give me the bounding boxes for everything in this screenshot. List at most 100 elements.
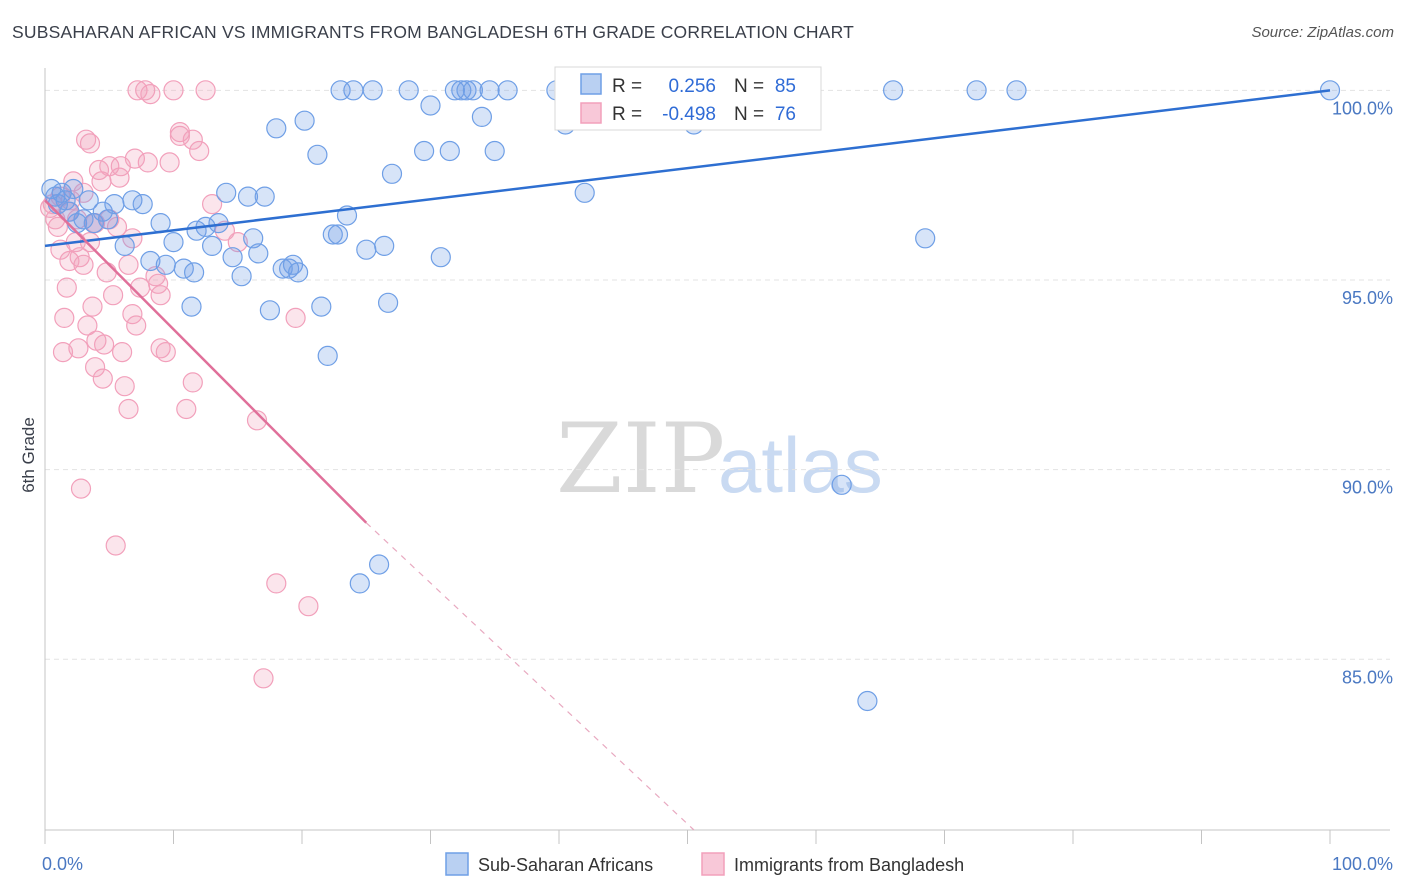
bangladesh-point-63 <box>52 342 74 363</box>
legend-swatch-subsaharan <box>445 852 469 876</box>
x-tick-labels: 0.0% 100.0% <box>42 854 1393 874</box>
subsaharan-point-62 <box>444 80 465 101</box>
stats-legend: R = 0.256 N = 85 R = -0.498 N = 76 <box>554 66 822 131</box>
series-subsaharan-points <box>41 80 1341 712</box>
subsaharan-point-67 <box>479 80 500 101</box>
subsaharan-point-40 <box>288 262 309 283</box>
subsaharan-point-22 <box>181 296 202 317</box>
subsaharan-point-6 <box>63 178 84 200</box>
subsaharan-point-9 <box>78 190 99 211</box>
bangladesh-point-43 <box>253 668 274 689</box>
bangladesh-point-39 <box>202 194 223 215</box>
subsaharan-point-65 <box>462 80 483 101</box>
subsaharan-point-68 <box>484 140 505 162</box>
bangladesh-point-42 <box>246 410 268 431</box>
subsaharan-point-30 <box>231 266 252 287</box>
source-credit: Source: ZipAtlas.com <box>1251 24 1394 41</box>
bangladesh-point-55 <box>91 171 112 192</box>
subsaharan-point-50 <box>349 573 370 594</box>
trend-line-subsaharan <box>44 89 1331 248</box>
y-tick-label-2: 90.0% <box>1342 478 1393 498</box>
bangladesh-point-51 <box>124 148 145 169</box>
watermark-atlas: atlas <box>718 421 883 509</box>
bangladesh-point-31 <box>145 266 166 287</box>
subsaharan-point-56 <box>381 163 403 184</box>
subsaharan-point-17 <box>140 250 161 272</box>
stats-n-label-pink: N = <box>734 104 764 125</box>
subsaharan-point-23 <box>184 262 205 283</box>
legend-swatch-bangladesh <box>701 852 725 876</box>
subsaharan-point-55 <box>378 292 399 313</box>
subsaharan-point-59 <box>420 95 441 116</box>
subsaharan-point-16 <box>132 194 153 215</box>
subsaharan-point-54 <box>374 235 395 256</box>
bangladesh-point-3 <box>47 216 69 237</box>
subsaharan-point-49 <box>343 80 364 101</box>
bangladesh-point-72 <box>122 304 143 325</box>
series-legend: Sub-Saharan Africans Immigrants from Ban… <box>445 852 964 876</box>
subsaharan-point-28 <box>216 182 237 203</box>
subsaharan-point-52 <box>362 80 383 101</box>
bangladesh-point-74 <box>109 167 130 188</box>
bangladesh-point-27 <box>126 315 147 336</box>
subsaharan-point-19 <box>155 254 176 275</box>
stats-n-label-blue: N = <box>734 76 764 97</box>
bangladesh-point-5 <box>54 307 75 328</box>
subsaharan-point-20 <box>163 232 184 253</box>
axes <box>44 68 1390 844</box>
bangladesh-point-38 <box>189 140 210 162</box>
subsaharan-point-13 <box>104 194 125 215</box>
watermark-zip: ZIP <box>556 403 725 515</box>
bangladesh-point-66 <box>182 129 203 150</box>
stats-r-value-pink: -0.498 <box>662 104 716 125</box>
stats-swatch-pink <box>580 102 602 124</box>
y-tick-label-3: 85.0% <box>1342 667 1393 687</box>
bangladesh-point-61 <box>111 342 133 363</box>
subsaharan-point-32 <box>243 228 264 249</box>
bangladesh-point-70 <box>148 273 169 294</box>
bangladesh-point-46 <box>298 596 319 617</box>
trend-line-bangladesh <box>44 199 368 524</box>
subsaharan-point-42 <box>307 144 328 165</box>
subsaharan-point-34 <box>254 186 275 207</box>
bangladesh-point-68 <box>127 80 148 101</box>
bangladesh-point-65 <box>169 122 190 143</box>
subsaharan-point-12 <box>97 209 119 230</box>
chart-title: SUBSAHARAN AFRICAN VS IMMIGRANTS FROM BA… <box>12 22 855 42</box>
subsaharan-point-73 <box>574 182 595 203</box>
y-tick-label-0: 100.0% <box>1332 98 1393 118</box>
subsaharan-point-26 <box>202 235 223 256</box>
bangladesh-point-64 <box>93 334 115 355</box>
gridlines <box>45 89 1390 660</box>
bangladesh-point-6 <box>56 277 77 298</box>
subsaharan-point-41 <box>294 110 315 131</box>
bangladesh-point-45 <box>285 307 306 328</box>
bangladesh-point-41 <box>227 232 248 253</box>
subsaharan-point-31 <box>237 186 259 207</box>
bangladesh-point-71 <box>69 247 90 268</box>
subsaharan-point-1 <box>45 186 66 207</box>
bangladesh-point-37 <box>182 372 203 393</box>
subsaharan-point-80 <box>882 80 904 101</box>
bangladesh-point-73 <box>84 357 106 378</box>
bangladesh-point-36 <box>176 398 197 420</box>
subsaharan-point-51 <box>356 239 377 260</box>
bangladesh-point-10 <box>68 338 89 359</box>
subsaharan-point-79 <box>857 690 878 712</box>
bangladesh-point-60 <box>105 535 126 556</box>
bangladesh-point-19 <box>96 262 117 283</box>
legend-label-subsaharan: Sub-Saharan Africans <box>478 855 653 875</box>
bangladesh-point-15 <box>82 296 103 317</box>
subsaharan-point-57 <box>398 80 419 101</box>
bangladesh-point-24 <box>114 376 135 397</box>
stats-r-label-blue: R = <box>612 76 642 97</box>
x-tick-label-0: 0.0% <box>42 854 83 874</box>
subsaharan-point-64 <box>456 80 477 101</box>
subsaharan-point-33 <box>248 243 269 264</box>
bangladesh-point-21 <box>102 285 124 306</box>
bangladesh-point-13 <box>77 315 98 336</box>
y-tick-labels: 100.0% 95.0% 90.0% 85.0% <box>1332 98 1393 687</box>
subsaharan-point-53 <box>369 554 390 575</box>
stats-n-value-blue: 85 <box>775 76 796 97</box>
